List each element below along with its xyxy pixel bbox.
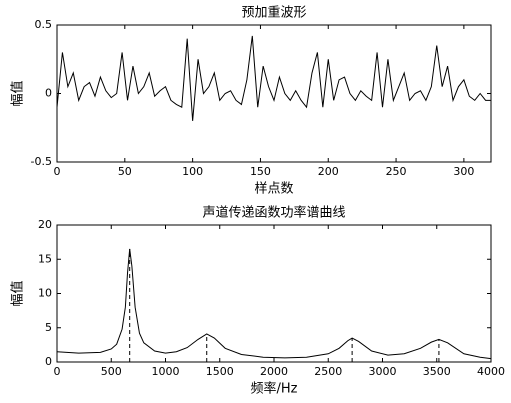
y-tick-label: 5 [45,321,52,334]
y-axis-label: 幅值 [10,280,26,306]
x-tick-label: 50 [118,165,132,178]
data-line [56,35,491,121]
x-tick-label: 200 [318,165,339,178]
x-tick-label: 2000 [260,365,288,378]
x-tick-label: 100 [182,165,203,178]
y-tick-label: -0.5 [31,155,52,168]
x-tick-label: 300 [453,165,474,178]
data-line [56,248,492,360]
x-tick-label: 1000 [152,365,180,378]
y-tick-label: 15 [38,252,52,265]
y-tick-label: 0 [45,355,52,368]
y-tick-label: 0 [45,87,52,100]
chart-title: 声道传递函数功率谱曲线 [202,205,345,221]
y-tick-label: 20 [38,218,52,231]
y-axis-label: 幅值 [10,80,26,106]
x-tick-label: 1500 [206,365,234,378]
x-axis-label: 样点数 [254,182,293,197]
axes-box [56,24,492,163]
axes-box [56,224,492,363]
y-tick-label: 10 [38,287,52,300]
x-tick-label: 150 [250,165,271,178]
x-tick-label: 3500 [423,365,451,378]
y-tick-label: 0.5 [35,18,53,31]
x-tick-label: 0 [54,165,61,178]
x-tick-label: 4000 [477,365,505,378]
x-tick-label: 2500 [314,365,342,378]
x-tick-label: 250 [386,165,407,178]
x-tick-label: 500 [101,365,122,378]
x-axis-label: 频率/Hz [251,381,298,397]
chart-title: 预加重波形 [241,5,306,21]
x-tick-label: 3000 [369,365,397,378]
x-tick-label: 0 [54,365,61,378]
